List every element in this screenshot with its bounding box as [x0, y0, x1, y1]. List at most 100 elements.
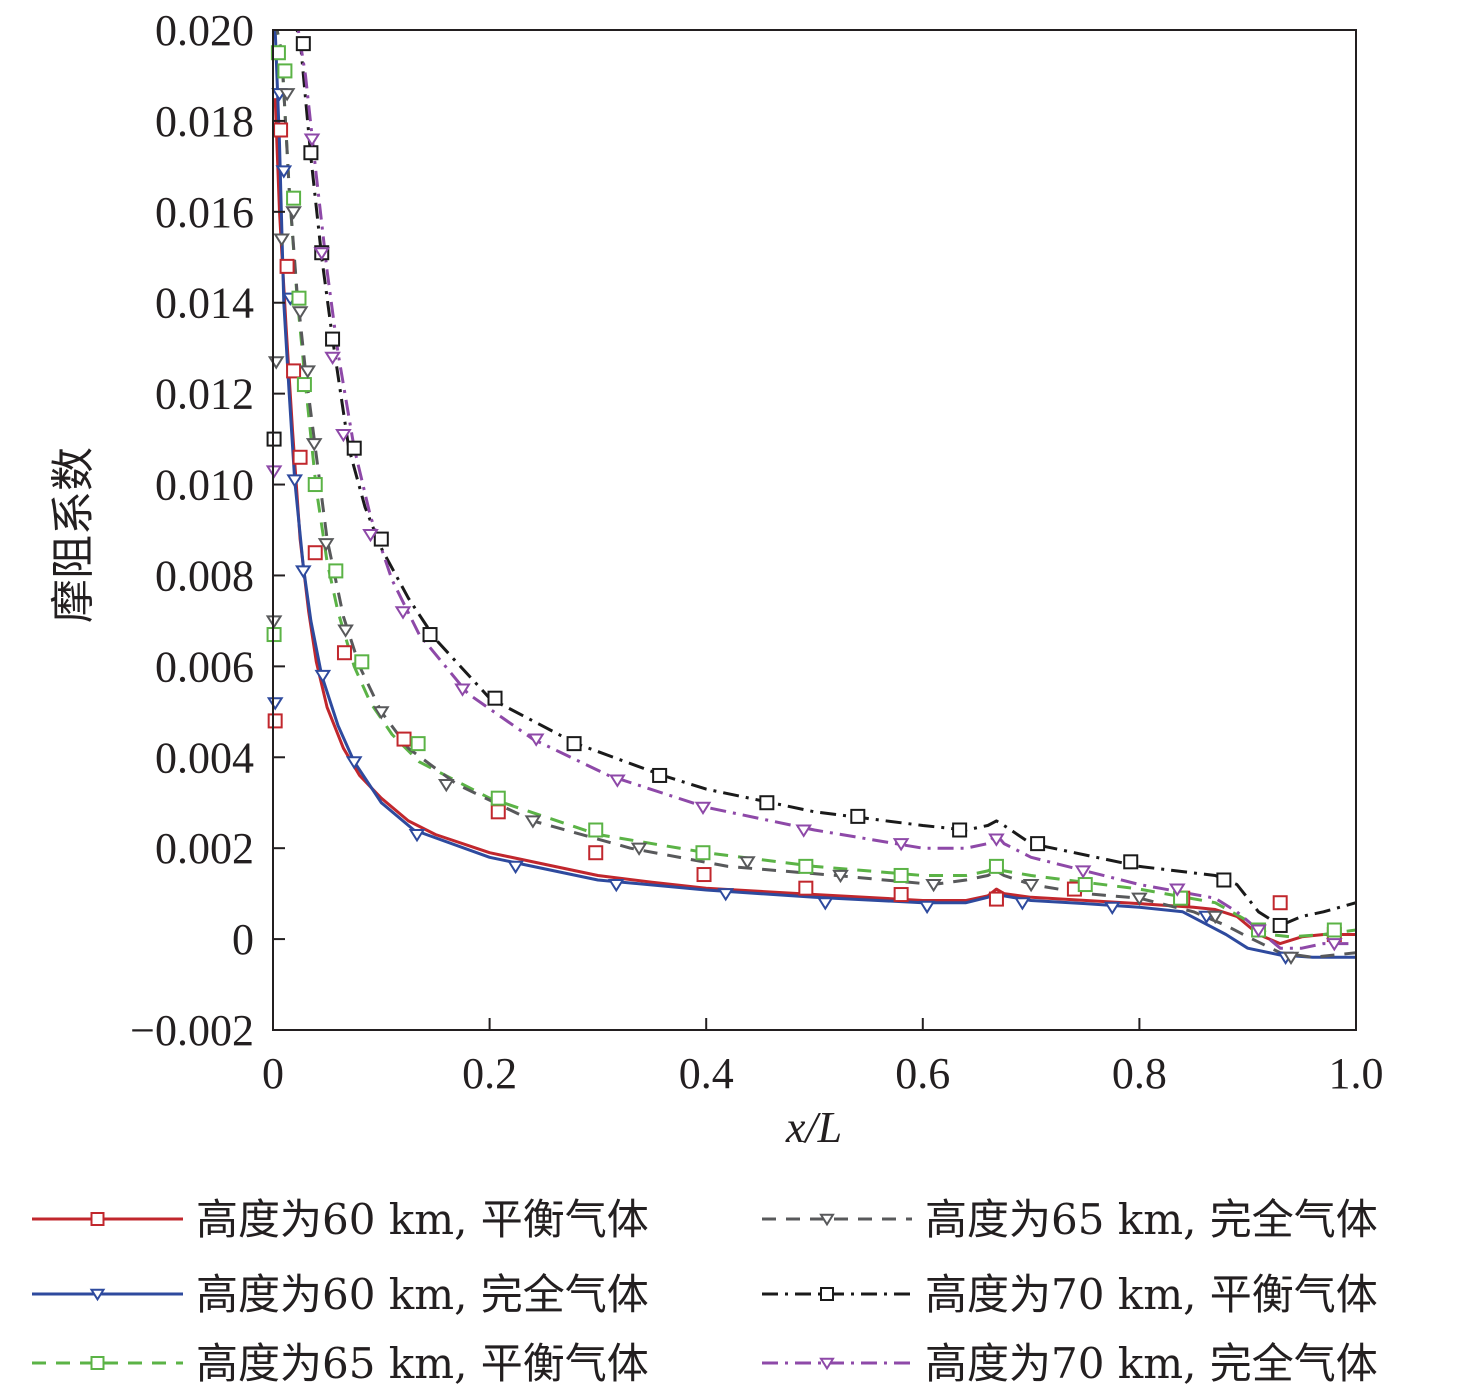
series-6-marker: [324, 351, 341, 365]
series-3-marker: [328, 563, 344, 579]
legend-marker: [820, 1287, 834, 1301]
series-6-marker: [394, 606, 412, 620]
series-1-marker: [396, 731, 412, 747]
y-tick-label: 0.010: [155, 461, 254, 510]
series-layer: [273, 30, 1356, 959]
series-2-marker: [314, 669, 332, 684]
series-1-marker: [279, 258, 295, 274]
series-4-marker: [267, 356, 285, 370]
series-1-marker: [273, 122, 289, 138]
legend-marker: [819, 1357, 835, 1371]
series-4-marker: [317, 538, 335, 552]
series-4-marker: [372, 706, 390, 720]
legend-label: 高度为60 km, 完全气体: [196, 1270, 649, 1319]
x-axis: 0 0.2 0.4 0.6 0.8 1.0: [262, 1018, 1384, 1098]
series-line-2: [273, 30, 1356, 959]
series-5-marker: [487, 690, 503, 706]
series-1-marker: [988, 891, 1004, 907]
legend-label: 高度为70 km, 完全气体: [925, 1339, 1378, 1388]
series-3-marker: [410, 736, 426, 752]
series-line-5: [295, 30, 1356, 927]
series-1-marker: [588, 845, 604, 861]
marker-layer: [265, 36, 1343, 965]
y-tick-label: −0.002: [130, 1006, 254, 1055]
series-2-marker: [286, 474, 303, 488]
series-1-marker: [1272, 895, 1288, 911]
series-6-marker: [265, 465, 283, 479]
series-6-marker: [527, 733, 545, 747]
series-4-marker: [925, 879, 942, 893]
series-5-marker: [952, 822, 968, 838]
y-tick-label: 0.016: [155, 188, 254, 237]
series-4-marker: [524, 815, 542, 829]
y-tick-label: 0.012: [155, 370, 254, 419]
series-2-marker: [607, 879, 625, 893]
y-tick-label: 0.006: [155, 642, 254, 691]
series-3-marker: [490, 790, 506, 806]
series-4-marker: [265, 615, 283, 629]
y-tick-label: 0.014: [155, 279, 254, 328]
legend-marker: [819, 1213, 835, 1227]
series-line-1: [273, 98, 1356, 946]
series-6-marker: [694, 801, 712, 815]
series-3-marker: [296, 377, 312, 393]
y-tick-label: 0.018: [155, 97, 254, 146]
series-5-marker: [1123, 854, 1139, 870]
series-4-marker: [285, 206, 302, 220]
series-3-marker: [1326, 922, 1342, 938]
legend-label: 高度为65 km, 平衡气体: [196, 1339, 649, 1388]
series-6-marker: [988, 833, 1005, 847]
x-tick-label: 0: [262, 1049, 284, 1098]
series-4-marker: [1131, 892, 1148, 906]
x-tick-label: 0.2: [462, 1049, 517, 1098]
series-2-marker: [717, 888, 735, 902]
series-5-marker: [346, 440, 362, 456]
series-4-marker: [278, 88, 296, 102]
series-line-6: [296, 30, 1356, 950]
series-6-marker: [1168, 883, 1186, 897]
series-4-marker: [337, 624, 354, 638]
series-2-marker: [1103, 901, 1121, 915]
series-3-marker: [1077, 877, 1093, 893]
series-4-marker: [630, 842, 648, 856]
series-5-marker: [759, 795, 775, 811]
series-5-marker: [1272, 917, 1288, 933]
series-1-marker: [292, 449, 308, 465]
y-tick-label: 0.004: [155, 733, 254, 782]
y-tick-label: 0.008: [155, 551, 254, 600]
series-2-marker: [1014, 897, 1031, 911]
series-3-marker: [307, 477, 323, 493]
series-2-marker: [294, 565, 312, 579]
y-tick-label: 0: [232, 915, 254, 964]
series-5-marker: [303, 145, 319, 161]
series-5-marker: [266, 431, 282, 447]
series-1-marker: [893, 887, 909, 903]
x-tick-label: 0.4: [679, 1049, 734, 1098]
series-2-marker: [918, 900, 936, 915]
series-4-marker: [739, 856, 756, 870]
series-line-3: [275, 30, 1356, 939]
series-5-marker: [422, 627, 438, 643]
y-axis: −0.002 0 0.002 0.004 0.006 0.008 0.010 0.012 0.0…: [130, 6, 285, 1055]
series-6-marker: [313, 247, 331, 261]
series-2-marker: [266, 697, 284, 711]
series-6-marker: [303, 133, 321, 147]
series-5-marker: [566, 736, 582, 752]
series-2-marker: [345, 756, 363, 770]
series-6-marker: [362, 529, 379, 543]
x-tick-label: 1.0: [1329, 1049, 1384, 1098]
series-3-marker: [695, 845, 711, 861]
series-5-marker: [1216, 872, 1232, 888]
series-3-marker: [988, 858, 1004, 874]
series-3-marker: [798, 858, 814, 874]
series-2-marker: [275, 165, 293, 179]
series-line-4: [275, 30, 1356, 959]
y-tick-label: 0.002: [155, 824, 254, 873]
plot-frame: [272, 29, 1357, 1031]
legend-label: 高度为60 km, 平衡气体: [196, 1195, 649, 1244]
series-4-marker: [273, 233, 291, 247]
series-1-marker: [696, 867, 712, 883]
series-3-marker: [893, 867, 909, 883]
